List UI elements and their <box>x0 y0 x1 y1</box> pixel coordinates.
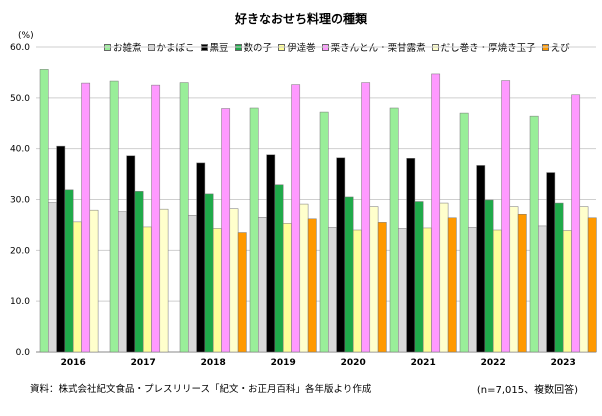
bar-2022-えび <box>517 213 527 353</box>
x-tick-label: 2020 <box>341 358 366 368</box>
bar-2019-栗きんとん・栗甘露煮 <box>291 84 301 353</box>
bar-2021-栗きんとん・栗甘露煮 <box>431 73 441 353</box>
bar-2021-えび <box>447 217 457 353</box>
chart-title: 好きなおせち料理の種類 <box>234 12 367 26</box>
bar-2018-だし巻き・厚焼き玉子 <box>229 208 239 353</box>
bar-2018-かまぼこ <box>188 215 197 353</box>
bar-2023-えび <box>587 217 597 353</box>
bar-2023-お雑煮 <box>529 115 539 353</box>
bar-2022-黒豆 <box>476 165 486 353</box>
y-axis-unit-label: (%) <box>18 31 34 41</box>
bar-2019-えび <box>307 218 317 353</box>
sample-size-note: (n=7,015、複数回答) <box>476 385 578 396</box>
x-tick-label: 2019 <box>271 358 296 368</box>
bar-2016-数の子 <box>64 189 74 353</box>
legend-label: 伊達巻 <box>287 43 316 54</box>
bar-2020-栗きんとん・栗甘露煮 <box>361 82 371 353</box>
bar-2016-お雑煮 <box>39 69 49 353</box>
legend-label: えび <box>550 43 570 54</box>
bar-2016-かまぼこ <box>48 202 57 353</box>
y-tick-label: 50.0 <box>10 94 30 104</box>
x-tick-label: 2016 <box>61 358 86 368</box>
bar-2018-伊達巻 <box>212 228 222 353</box>
bar-2016-黒豆 <box>56 145 66 353</box>
x-tick-label: 2021 <box>411 358 436 368</box>
bar-2021-お雑煮 <box>389 107 399 353</box>
bar-2016-栗きんとん・栗甘露煮 <box>81 82 91 353</box>
bar-2023-だし巻き・厚焼き玉子 <box>579 206 589 353</box>
legend-label: お雑煮 <box>113 43 142 54</box>
y-tick-label: 10.0 <box>10 297 30 307</box>
bar-2019-かまぼこ <box>258 217 267 353</box>
bar-2021-かまぼこ <box>398 228 407 353</box>
bar-2022-栗きんとん・栗甘露煮 <box>501 80 511 353</box>
y-tick-label: 60.0 <box>10 43 30 53</box>
bar-2017-だし巻き・厚焼き玉子 <box>159 208 169 353</box>
bar-2018-えび <box>237 232 247 353</box>
source-note: 資料：株式会社紀文食品・プレスリリース「紀文・お正月百科」各年版より作成 <box>30 384 372 395</box>
bar-2020-えび <box>377 222 387 353</box>
y-tick-label: 0.0 <box>16 348 31 358</box>
bar-2020-伊達巻 <box>352 229 362 353</box>
y-tick-label: 40.0 <box>10 145 30 155</box>
bar-2018-栗きんとん・栗甘露煮 <box>221 108 231 353</box>
legend-label: だし巻き・厚焼き玉子 <box>440 43 536 54</box>
bar-2016-だし巻き・厚焼き玉子 <box>89 209 99 353</box>
bar-2019-だし巻き・厚焼き玉子 <box>299 203 309 353</box>
x-tick-label: 2018 <box>201 358 226 368</box>
bar-2023-数の子 <box>554 202 564 353</box>
legend-label: 数の子 <box>243 43 273 54</box>
bar-2022-数の子 <box>484 199 494 353</box>
bar-2021-黒豆 <box>406 158 416 353</box>
bar-2023-かまぼこ <box>538 225 547 353</box>
bar-2019-数の子 <box>274 184 284 353</box>
bar-2022-かまぼこ <box>468 227 477 353</box>
x-tick-label: 2017 <box>131 358 156 368</box>
bar-2022-伊達巻 <box>492 229 502 353</box>
bar-2023-伊達巻 <box>562 230 572 353</box>
y-tick-label: 30.0 <box>10 196 30 206</box>
bar-2020-お雑煮 <box>319 111 329 353</box>
bar-2019-黒豆 <box>266 154 276 353</box>
bar-2017-栗きんとん・栗甘露煮 <box>151 84 161 353</box>
bar-2023-黒豆 <box>546 172 556 353</box>
y-tick-label: 20.0 <box>10 246 30 256</box>
x-tick-label: 2022 <box>481 358 506 368</box>
bar-2023-栗きんとん・栗甘露煮 <box>571 94 581 353</box>
bar-2021-伊達巻 <box>422 227 432 353</box>
bar-2017-伊達巻 <box>142 226 152 353</box>
bar-2017-黒豆 <box>126 155 136 353</box>
bar-2018-数の子 <box>204 193 214 353</box>
bar-2018-お雑煮 <box>179 82 189 353</box>
bar-2020-数の子 <box>344 196 354 353</box>
bar-2020-かまぼこ <box>328 227 337 353</box>
bar-2022-だし巻き・厚焼き玉子 <box>509 206 519 353</box>
legend-label: かまぼこ <box>156 43 195 54</box>
legend-label: 栗きんとん・栗甘露煮 <box>330 43 426 54</box>
bar-2017-かまぼこ <box>118 211 127 353</box>
bar-2020-だし巻き・厚焼き玉子 <box>369 206 379 353</box>
bar-2017-お雑煮 <box>109 80 119 353</box>
bar-2018-黒豆 <box>196 162 206 353</box>
legend-label: 黒豆 <box>209 43 229 54</box>
bar-2022-お雑煮 <box>459 112 469 353</box>
x-tick-label: 2023 <box>551 358 576 368</box>
bar-2017-数の子 <box>134 191 144 353</box>
bar-2019-伊達巻 <box>282 223 292 353</box>
bar-2020-黒豆 <box>336 157 346 353</box>
bar-2021-数の子 <box>414 201 424 353</box>
bar-2019-お雑煮 <box>249 107 259 353</box>
bar-2016-伊達巻 <box>72 221 82 353</box>
bar-2021-だし巻き・厚焼き玉子 <box>439 202 449 353</box>
